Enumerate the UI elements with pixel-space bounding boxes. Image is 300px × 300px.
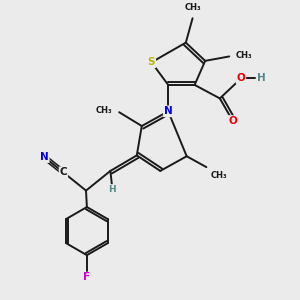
Text: CH₃: CH₃: [236, 51, 252, 60]
Text: F: F: [83, 272, 91, 283]
Text: N: N: [40, 152, 49, 162]
Text: CH₃: CH₃: [96, 106, 113, 115]
Text: S: S: [148, 57, 155, 67]
Text: CH₃: CH₃: [184, 3, 201, 12]
Text: O: O: [237, 74, 245, 83]
Text: O: O: [228, 116, 237, 126]
Text: H: H: [109, 185, 116, 194]
Text: C: C: [60, 167, 67, 177]
Text: H: H: [256, 74, 265, 83]
Text: N: N: [164, 106, 172, 116]
Text: CH₃: CH₃: [211, 171, 227, 180]
